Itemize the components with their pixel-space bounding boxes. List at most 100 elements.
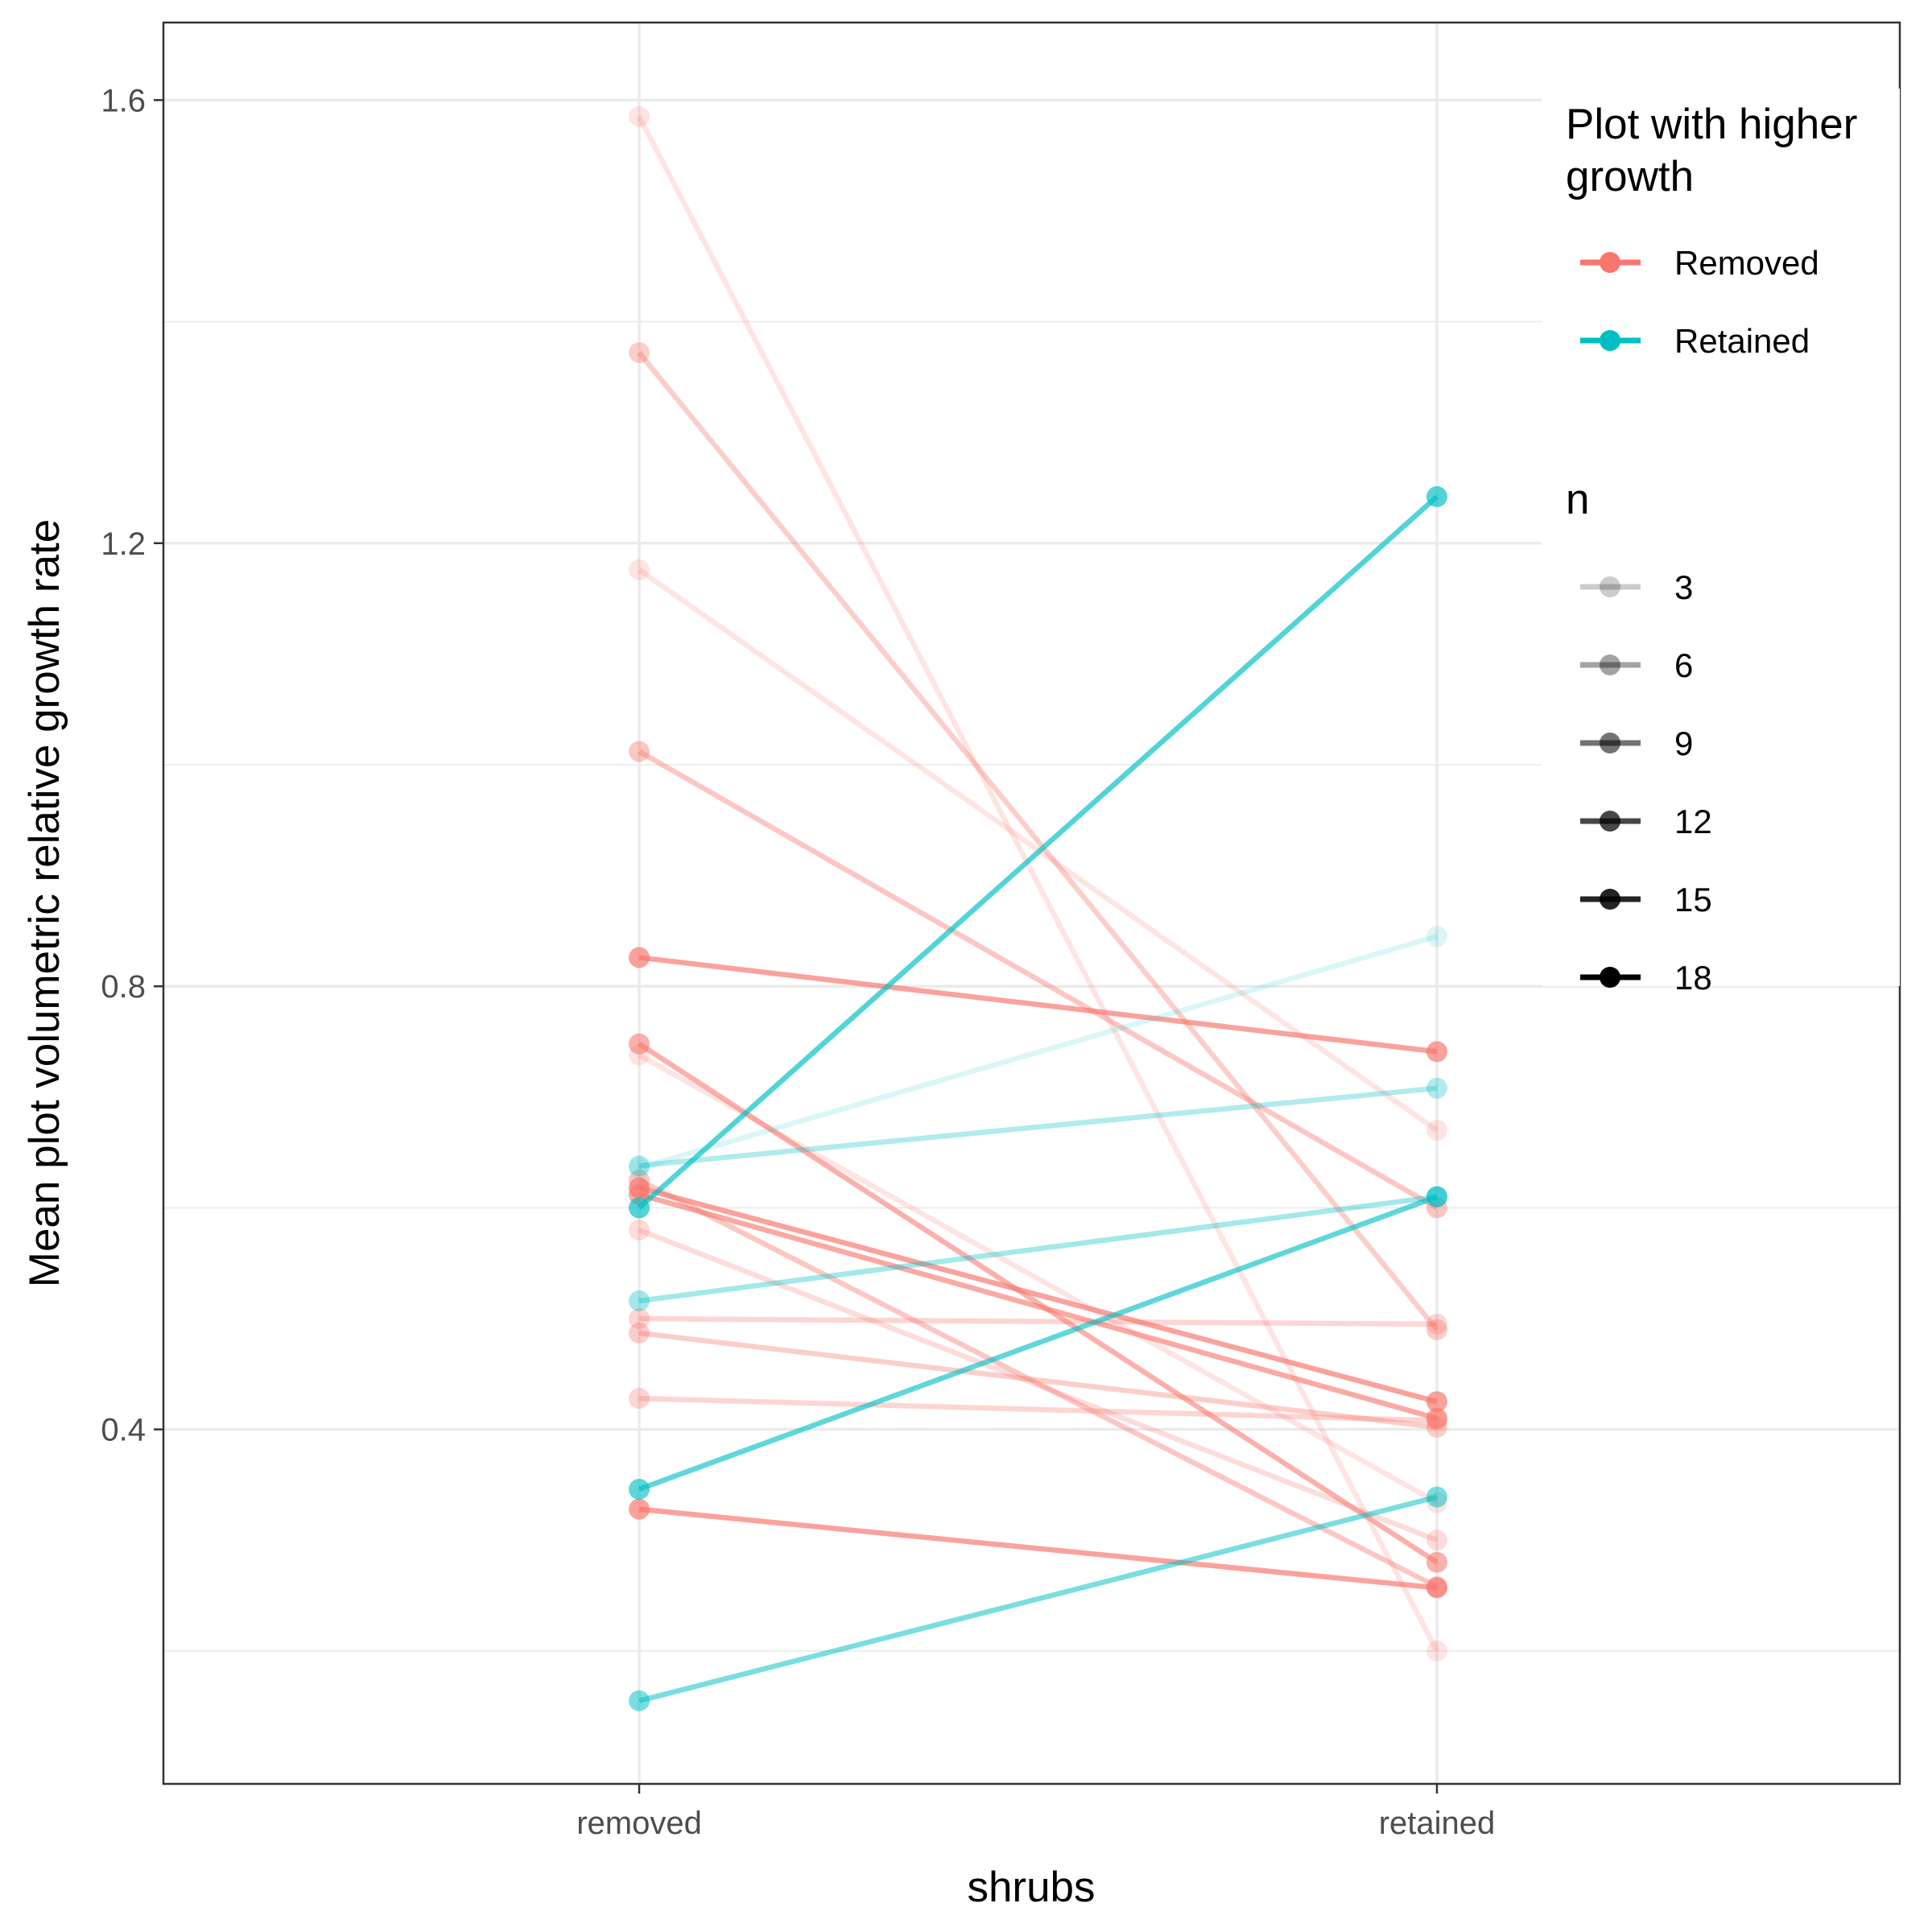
point-retained xyxy=(1426,1319,1447,1340)
connector-line xyxy=(638,1052,1439,1505)
series-line-removed xyxy=(629,1388,1447,1431)
point-retained xyxy=(1426,926,1447,947)
y-tick-label: 1.2 xyxy=(101,526,146,562)
series-line-retained xyxy=(629,485,1447,1219)
point-removed xyxy=(629,342,650,364)
legend-key-point xyxy=(1600,252,1620,273)
series-line-removed xyxy=(629,741,1447,1219)
series-line-removed xyxy=(629,1219,1447,1551)
connector-line xyxy=(638,1494,1438,1703)
point-retained xyxy=(1426,1530,1447,1551)
point-removed xyxy=(629,1690,650,1711)
point-removed xyxy=(629,1388,650,1410)
legend-label: Removed xyxy=(1674,244,1819,282)
legend-label: 9 xyxy=(1674,724,1693,762)
series-line-removed xyxy=(629,1183,1447,1429)
legend-label: 12 xyxy=(1674,803,1712,840)
point-removed xyxy=(629,1322,650,1344)
legend-label: 6 xyxy=(1674,646,1693,684)
point-removed xyxy=(629,1197,650,1219)
point-retained xyxy=(1426,1410,1447,1431)
point-removed xyxy=(629,1290,650,1312)
series-line-retained xyxy=(629,1486,1447,1711)
legend-color-title-line1: Plot with higher xyxy=(1566,101,1857,148)
point-retained xyxy=(1426,1407,1447,1429)
connector-line xyxy=(638,934,1438,1171)
connector-line xyxy=(638,1042,1439,1565)
y-axis-title: Mean plot volumetric relative growth rat… xyxy=(21,519,68,1287)
connector-line xyxy=(638,1506,1438,1591)
legend-item-retained: Retained xyxy=(1580,322,1810,360)
point-removed xyxy=(629,1478,650,1500)
connector-line xyxy=(637,351,1439,1331)
legend-background xyxy=(1542,89,1900,986)
legend-color-items: Removed Retained xyxy=(1580,244,1819,360)
point-removed xyxy=(629,1219,650,1241)
point-removed xyxy=(629,1155,650,1177)
connector-line xyxy=(638,1185,1438,1405)
data-marks xyxy=(629,105,1447,1711)
series-line-removed xyxy=(629,1308,1447,1335)
series-line-retained xyxy=(629,926,1447,1179)
point-retained xyxy=(1426,1391,1447,1413)
legend-key-point xyxy=(1600,967,1620,988)
legend: Plot with higher growth RemovedRetained … xyxy=(1542,89,1900,997)
series-line-removed xyxy=(629,342,1447,1340)
point-retained xyxy=(1426,1186,1447,1208)
point-retained xyxy=(1426,1640,1447,1662)
legend-key-point xyxy=(1600,576,1620,597)
point-retained xyxy=(1426,1041,1447,1063)
legend-item-n-18: 18 xyxy=(1580,959,1712,997)
series-line-retained xyxy=(629,1077,1447,1177)
series-line-removed xyxy=(629,1322,1447,1438)
point-retained xyxy=(1426,1551,1447,1573)
legend-label: 3 xyxy=(1674,568,1693,606)
connector-line xyxy=(638,1191,1438,1422)
point-removed xyxy=(629,1033,650,1055)
point-removed xyxy=(629,741,650,762)
connector-line xyxy=(638,1085,1438,1169)
legend-item-n-15: 15 xyxy=(1580,881,1712,919)
legend-label: 18 xyxy=(1674,959,1712,997)
point-removed xyxy=(629,1044,650,1066)
x-tick-label-retained: retained xyxy=(1379,1806,1496,1841)
point-retained xyxy=(1426,1416,1447,1438)
point-retained xyxy=(1426,1313,1447,1335)
point-retained xyxy=(1426,485,1447,507)
point-removed xyxy=(629,1157,650,1179)
point-retained xyxy=(1426,1577,1447,1599)
connector-line xyxy=(637,115,1439,1653)
series-line-removed xyxy=(629,1033,1447,1573)
legend-item-n-6: 6 xyxy=(1580,646,1693,684)
y-tick-label: 1.6 xyxy=(101,83,146,118)
connector-line xyxy=(638,1227,1439,1543)
connector-line xyxy=(638,1315,1438,1327)
connector-line xyxy=(638,955,1438,1055)
series-line-retained xyxy=(629,1186,1447,1500)
y-tick-label: 0.4 xyxy=(101,1413,146,1448)
x-tick-label-removed: removed xyxy=(576,1806,702,1841)
connector-line xyxy=(638,1194,1438,1304)
axes: 0.4 0.8 1.2 1.6 removed retained xyxy=(101,83,1495,1841)
legend-key-point xyxy=(1600,811,1620,832)
legend-label: Retained xyxy=(1674,322,1810,360)
legend-n-items: 3 6 9 12 15 18 xyxy=(1580,568,1712,997)
legend-color-title-line2: growth xyxy=(1566,153,1694,200)
legend-n-title: n xyxy=(1566,476,1589,523)
series-line-removed xyxy=(629,1498,1447,1599)
connector-line xyxy=(638,1194,1439,1492)
x-axis-title: shrubs xyxy=(967,1864,1095,1911)
connector-line xyxy=(638,1330,1438,1430)
legend-key-point xyxy=(1600,654,1620,675)
series-line-removed xyxy=(629,105,1447,1662)
legend-item-n-9: 9 xyxy=(1580,724,1693,762)
point-removed xyxy=(629,559,650,580)
point-removed xyxy=(629,105,650,127)
legend-item-removed: Removed xyxy=(1580,244,1819,282)
point-removed xyxy=(629,1308,650,1330)
point-retained xyxy=(1426,1077,1447,1099)
point-retained xyxy=(1426,1120,1447,1141)
connector-line xyxy=(638,1395,1438,1423)
y-tick-label: 0.8 xyxy=(101,969,146,1005)
